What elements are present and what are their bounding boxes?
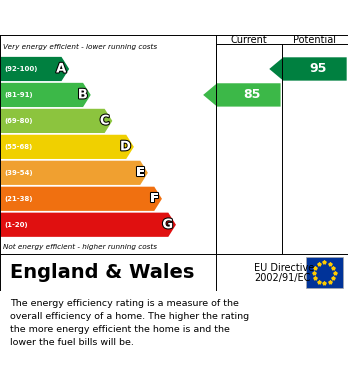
Bar — [306, 257, 343, 288]
Text: F: F — [150, 192, 159, 205]
Text: 85: 85 — [243, 88, 260, 101]
Text: (69-80): (69-80) — [4, 118, 33, 124]
Text: G: G — [162, 218, 173, 231]
Polygon shape — [0, 109, 112, 133]
Text: 2002/91/EC: 2002/91/EC — [254, 273, 310, 283]
Text: (39-54): (39-54) — [4, 170, 33, 176]
Polygon shape — [269, 57, 347, 81]
Text: Very energy efficient - lower running costs: Very energy efficient - lower running co… — [3, 44, 158, 50]
Text: Current: Current — [230, 34, 267, 45]
Text: Energy Efficiency Rating: Energy Efficiency Rating — [63, 10, 285, 25]
Polygon shape — [203, 83, 280, 107]
Polygon shape — [0, 161, 148, 185]
Text: B: B — [78, 88, 88, 101]
Text: E: E — [136, 166, 145, 179]
Text: England & Wales: England & Wales — [10, 263, 195, 282]
Text: (1-20): (1-20) — [4, 222, 28, 228]
Polygon shape — [0, 57, 69, 81]
Text: Potential: Potential — [293, 34, 337, 45]
Text: EU Directive: EU Directive — [254, 263, 314, 273]
Text: The energy efficiency rating is a measure of the
overall efficiency of a home. T: The energy efficiency rating is a measur… — [10, 299, 250, 347]
Text: (55-68): (55-68) — [4, 144, 32, 150]
Text: D: D — [120, 140, 131, 153]
Text: 95: 95 — [309, 63, 326, 75]
Text: (81-91): (81-91) — [4, 92, 33, 98]
Text: C: C — [100, 115, 110, 127]
Polygon shape — [0, 135, 134, 159]
Polygon shape — [0, 187, 162, 211]
Text: (21-38): (21-38) — [4, 196, 33, 202]
Text: A: A — [56, 63, 66, 75]
Text: (92-100): (92-100) — [4, 66, 38, 72]
Polygon shape — [0, 213, 176, 237]
Polygon shape — [0, 83, 91, 107]
Text: Not energy efficient - higher running costs: Not energy efficient - higher running co… — [3, 244, 158, 250]
